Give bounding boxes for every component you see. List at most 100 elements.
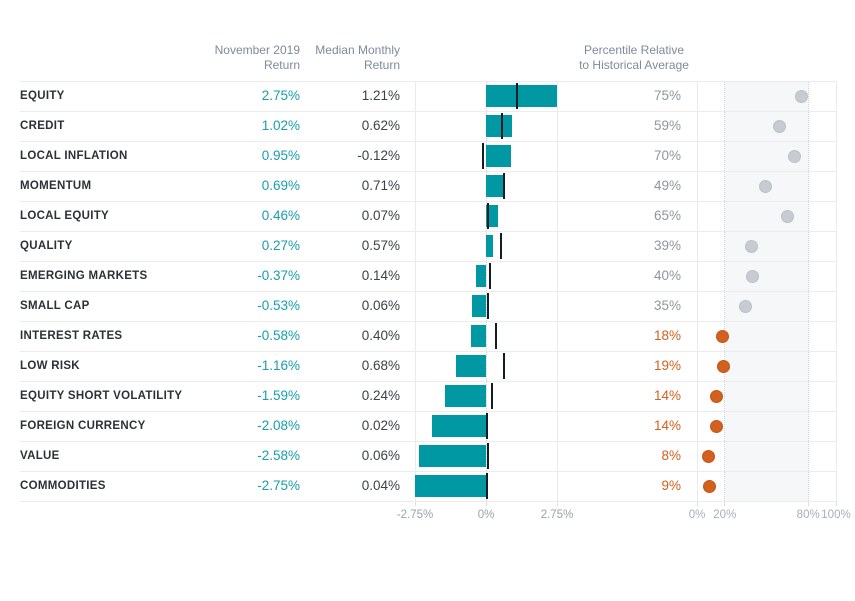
column-header-line: Return [363,58,400,72]
return-bar [486,235,493,257]
percentile-axis-tick [696,501,698,506]
row-separator [20,111,837,112]
row-separator [20,501,837,502]
bar-axis-label: 2.75% [540,509,574,521]
factor-label: LOCAL INFLATION [20,150,128,162]
row-separator [20,411,837,412]
median-tick [486,203,489,229]
row-separator [20,291,837,292]
median-return-value: 0.07% [361,208,400,223]
row-separator [20,171,837,172]
bar-axis-label: 0% [477,509,495,521]
return-bar [419,445,486,467]
return-bar [486,205,498,227]
median-tick [488,263,491,289]
median-return-value: 0.02% [361,418,400,433]
return-bar [486,115,513,137]
percentile-axis-tick [807,501,809,506]
percentile-value: 39% [653,238,681,253]
return-bar [486,85,557,107]
column-header-median-return: Median Monthly Return [315,43,400,73]
percentile-dot [794,89,808,103]
median-tick [486,443,489,469]
november-return-value: -1.16% [257,358,300,373]
factor-label: QUALITY [20,240,73,252]
median-return-value: 0.40% [361,328,400,343]
percentile-axis-label: 20% [713,509,737,521]
row-separator [20,201,837,202]
factor-label: LOW RISK [20,360,80,372]
median-tick [485,413,488,439]
november-return-value: -1.59% [257,388,300,403]
november-return-value: 2.75% [261,88,300,103]
percentile-value: 70% [653,148,681,163]
return-bar [432,415,486,437]
percentile-value: 14% [653,388,681,403]
median-tick [502,353,505,379]
return-bar [456,355,486,377]
november-return-value: -0.37% [257,268,300,283]
percentile-value: 49% [653,178,681,193]
median-return-value: 0.57% [361,238,400,253]
november-return-value: -2.08% [257,418,300,433]
row-separator [20,81,837,82]
percentile-dot [758,179,772,193]
percentile-axis-label: 0% [688,509,706,521]
row-separator [20,441,837,442]
percentile-value: 14% [653,418,681,433]
percentile-dot [739,299,753,313]
row-separator [20,141,837,142]
percentile-dot [787,149,801,163]
percentile-dot [709,389,723,403]
percentile-value: 19% [653,358,681,373]
bar-axis-tick [556,501,558,506]
row-separator [20,351,837,352]
median-tick [495,323,498,349]
percentile-dot [703,479,716,493]
percentile-dot [744,239,758,253]
row-separator [20,471,837,472]
median-return-value: 0.24% [361,388,400,403]
percentile-dot [701,449,715,463]
factor-label: SMALL CAP [20,300,90,312]
november-return-value: 0.95% [261,148,300,163]
column-header-line: Median Monthly [315,43,400,57]
median-tick [503,173,506,199]
median-return-value: 0.06% [361,448,400,463]
median-tick [486,473,489,499]
percentile-axis-label: 100% [821,509,851,521]
percentile-axis-label: 80% [796,509,820,521]
bar-axis-tick [485,501,487,506]
median-return-value: 0.06% [361,298,400,313]
median-tick [501,113,503,139]
median-return-value: 0.14% [361,268,400,283]
percentile-dot [780,209,794,223]
factor-label: EQUITY SHORT VOLATILITY [20,390,183,402]
november-return-value: -0.53% [257,298,300,313]
row-separator [20,261,837,262]
return-bar [444,385,486,407]
bar-axis-tick [414,501,416,506]
percentile-value: 40% [653,268,681,283]
percentile-value: 18% [653,328,681,343]
percentile-value: 8% [661,448,681,463]
column-header-line: Return [263,58,300,72]
november-return-value: -0.58% [257,328,300,343]
november-return-value: 0.69% [261,178,300,193]
percentile-value: 9% [661,478,681,493]
median-return-value: 0.71% [361,178,400,193]
factor-label: CREDIT [20,120,65,132]
percentile-axis-tick [724,501,726,506]
bar-axis-label: -2.75% [396,509,434,521]
median-tick [516,83,519,109]
median-tick [486,293,489,319]
column-header-line: November 2019 [214,43,300,57]
return-bar [415,475,486,497]
november-return-value: 0.27% [261,238,300,253]
column-header-line: Percentile Relative [583,43,685,57]
factor-label: LOCAL EQUITY [20,210,110,222]
factor-label: INTEREST RATES [20,330,123,342]
return-bar [486,175,504,197]
november-return-value: -2.75% [257,478,300,493]
